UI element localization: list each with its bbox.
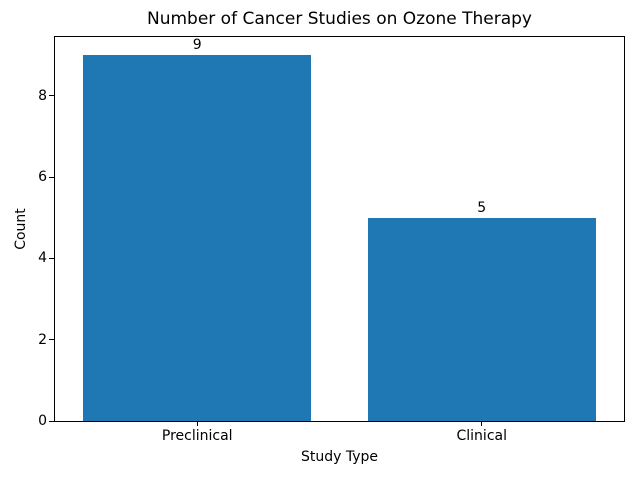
chart-title: Number of Cancer Studies on Ozone Therap…	[146, 9, 532, 29]
y-tick-mark	[49, 176, 54, 178]
bar-clinical	[367, 217, 596, 421]
x-tick-label: Preclinical	[161, 428, 233, 444]
bar-value-label: 9	[192, 37, 202, 54]
y-tick-mark	[49, 257, 54, 259]
y-tick-label: 0	[38, 413, 47, 429]
x-tick-mark	[481, 421, 483, 426]
y-axis-label: Count	[13, 208, 29, 250]
y-tick-label: 8	[38, 87, 47, 104]
y-tick-label: 4	[38, 250, 47, 267]
bar-preclinical	[83, 55, 312, 421]
x-axis-label: Study Type	[300, 449, 379, 465]
y-tick-label: 2	[38, 331, 47, 348]
x-tick-label: Clinical	[456, 428, 507, 444]
bar-value-label: 5	[477, 199, 487, 216]
plot-area: 0 2 4 6 8 9 Preclinical 5 Clinical	[38, 36, 625, 444]
y-tick-mark	[49, 95, 54, 97]
y-tick-mark	[49, 339, 54, 341]
y-tick-label: 6	[38, 169, 47, 186]
y-tick-mark	[49, 420, 54, 422]
x-tick-mark	[196, 421, 198, 426]
